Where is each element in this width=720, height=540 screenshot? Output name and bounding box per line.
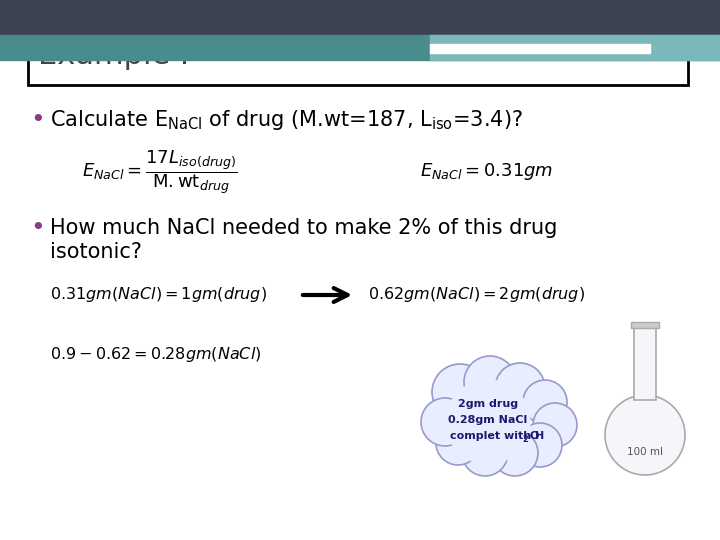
FancyBboxPatch shape [28,17,688,85]
Circle shape [436,421,480,465]
Text: isotonic?: isotonic? [50,242,142,262]
Text: 0.28gm NaCl: 0.28gm NaCl [449,415,528,425]
Circle shape [518,423,562,467]
Circle shape [533,403,577,447]
Text: $E_{NaCl} = 0.31gm$: $E_{NaCl} = 0.31gm$ [420,161,553,183]
Circle shape [523,380,567,424]
Text: 100 ml: 100 ml [627,447,663,457]
Bar [634,325,656,400]
Bar [0,0,720,35]
Ellipse shape [605,395,685,475]
Bar [0,35,720,60]
Text: complet with H: complet with H [450,431,544,441]
Text: $0.31gm(NaCl) = 1gm(drug)$: $0.31gm(NaCl) = 1gm(drug)$ [50,286,267,305]
Circle shape [464,356,516,408]
Circle shape [421,398,469,446]
Text: •: • [30,216,45,240]
Text: $E_{NaCl} = \dfrac{17L_{iso(drug)}}{\mathrm{M.wt}_{drug}}$: $E_{NaCl} = \dfrac{17L_{iso(drug)}}{\mat… [82,148,238,196]
Text: 2: 2 [522,435,528,443]
Circle shape [432,364,488,420]
Bar [430,44,650,53]
Text: How much NaCl needed to make 2% of this drug: How much NaCl needed to make 2% of this … [50,218,557,238]
Text: Example I: Example I [38,42,189,71]
Bar [631,322,659,328]
Text: •: • [30,108,45,132]
Circle shape [495,363,545,413]
Text: $0.9 - 0.62 = 0.28gm(NaCl)$: $0.9 - 0.62 = 0.28gm(NaCl)$ [50,346,261,365]
Text: 2gm drug: 2gm drug [458,399,518,409]
Circle shape [492,430,538,476]
Circle shape [462,430,508,476]
Text: $0.62gm(NaCl) = 2gm(drug)$: $0.62gm(NaCl) = 2gm(drug)$ [368,286,585,305]
Text: Calculate $\mathrm{E_{NaCl}}$ of drug (M.wt=187, $\mathrm{L_{iso}}$=3.4)?: Calculate $\mathrm{E_{NaCl}}$ of drug (M… [50,108,523,132]
Bar [430,35,720,60]
Circle shape [446,380,530,464]
Text: O: O [529,431,539,441]
